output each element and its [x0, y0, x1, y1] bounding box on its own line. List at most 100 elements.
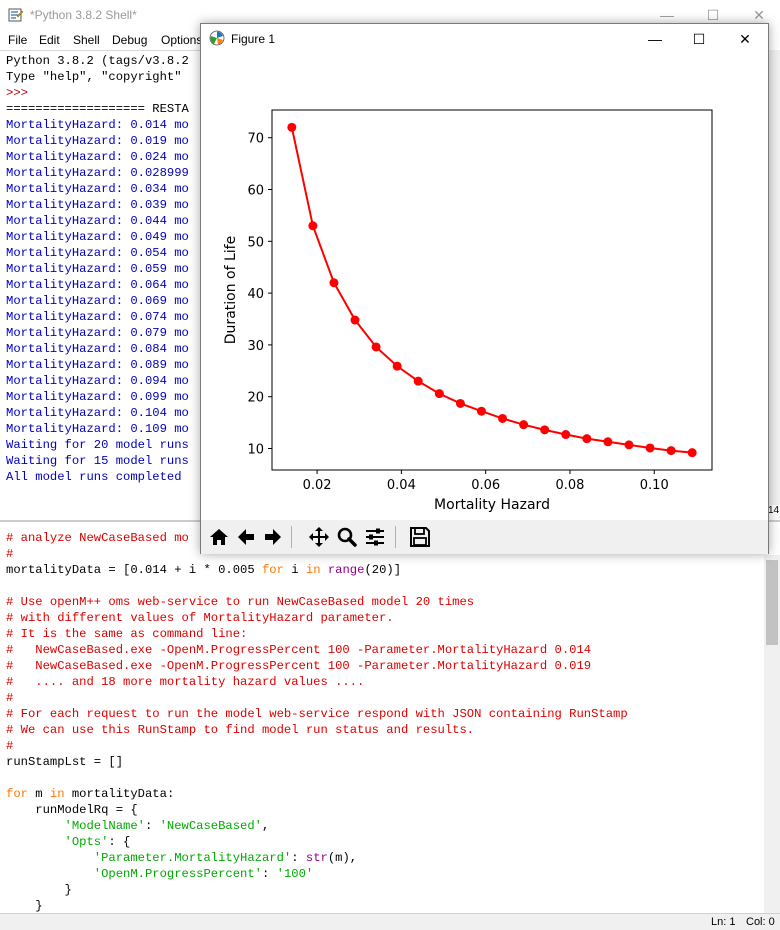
- y-tick-label: 20: [247, 391, 264, 406]
- y-tick-label: 40: [247, 287, 264, 302]
- shell-output-line: MortalityHazard: 0.104 mo: [6, 406, 189, 420]
- data-point: [350, 315, 360, 325]
- shell-output-line: MortalityHazard: 0.064 mo: [6, 278, 189, 292]
- code-token: ,: [262, 819, 270, 833]
- code-line: runModelRq = {: [6, 802, 628, 818]
- y-tick-label: 30: [247, 339, 264, 354]
- code-line: [6, 770, 628, 786]
- menu-options[interactable]: Options: [161, 33, 203, 47]
- code-line: for m in mortalityData:: [6, 786, 628, 802]
- code-token: mortalityData = [0.014 + i * 0.005: [6, 563, 262, 577]
- data-point: [371, 342, 381, 352]
- code-token: #: [6, 547, 14, 561]
- code-token: #: [6, 691, 14, 705]
- code-line: # Use openM++ oms web-service to run New…: [6, 594, 628, 610]
- y-tick-label: 70: [247, 132, 264, 147]
- data-point: [434, 389, 444, 399]
- shell-output-line: Waiting for 20 model runs: [6, 438, 189, 452]
- data-point: [413, 376, 423, 386]
- code-token: [6, 851, 94, 865]
- home-icon[interactable]: [206, 524, 232, 550]
- forward-arrow-icon[interactable]: [260, 524, 286, 550]
- y-axis-label: Duration of Life: [223, 236, 239, 344]
- figure-minimize-button[interactable]: —: [648, 31, 662, 47]
- figure-titlebar[interactable]: Figure 1 — ☐ ✕: [201, 24, 768, 54]
- code-line: }: [6, 882, 628, 898]
- back-arrow-icon[interactable]: [233, 524, 259, 550]
- shell-output-line: Python 3.8.2 (tags/v3.8.2: [6, 54, 189, 68]
- line-chart: 0.02 0.04 0.06 0.08 0.10 10 20 30 40 50 60 70 Mortal…: [223, 109, 713, 513]
- code-line: [6, 578, 628, 594]
- code-token: for: [6, 787, 28, 801]
- code-line: # We can use this RunStamp to find model…: [6, 722, 628, 738]
- code-token: # NewCaseBased.exe -OpenM.ProgressPercen…: [6, 643, 592, 657]
- menu-file[interactable]: File: [8, 33, 28, 47]
- code-token: : {: [108, 835, 131, 849]
- code-token: :: [291, 851, 306, 865]
- shell-output-line: MortalityHazard: 0.019 mo: [6, 134, 189, 148]
- code-token: in: [49, 787, 65, 801]
- code-line: # For each request to run the model web-…: [6, 706, 628, 722]
- menu-shell[interactable]: Shell: [73, 33, 100, 47]
- menu-edit[interactable]: Edit: [39, 33, 60, 47]
- matplotlib-figure-window: Figure 1 — ☐ ✕ 0.02 0.04 0.06 0.08 0.10 10 20 3…: [200, 23, 769, 554]
- code-token: (m),: [327, 851, 358, 865]
- shell-partial-status: 14: [768, 505, 780, 516]
- shell-output-line: MortalityHazard: 0.079 mo: [6, 326, 189, 340]
- code-token: (20)]: [364, 563, 402, 577]
- shell-output-line: MortalityHazard: 0.014 mo: [6, 118, 189, 132]
- figure-window-title: Figure 1: [231, 32, 276, 46]
- figure-toolbar: [201, 520, 768, 554]
- data-point: [329, 278, 339, 288]
- code-editor[interactable]: # analyze NewCaseBased mo # mortalityData …: [0, 520, 780, 913]
- code-token: 'OpenM.ProgressPercent': [93, 867, 262, 881]
- shell-output-line: MortalityHazard: 0.059 mo: [6, 262, 189, 276]
- data-point: [582, 434, 592, 444]
- code-line: 'ModelName': 'NewCaseBased',: [6, 818, 628, 834]
- matplotlib-icon: [209, 30, 225, 46]
- shell-output-line: MortalityHazard: 0.109 mo: [6, 422, 189, 436]
- data-point: [666, 446, 676, 456]
- status-bar: Ln: 1 Col: 0: [0, 913, 780, 930]
- code-token: # NewCaseBased.exe -OpenM.ProgressPercen…: [6, 659, 592, 673]
- shell-maximize-button[interactable]: ☐: [706, 7, 720, 23]
- data-point: [519, 420, 529, 430]
- code-line: # with different values of MortalityHaza…: [6, 610, 628, 626]
- save-icon[interactable]: [407, 524, 433, 550]
- pan-icon[interactable]: [306, 524, 332, 550]
- x-tick-label: 0.10: [640, 478, 669, 493]
- code-token: [321, 563, 328, 577]
- y-tick-label: 50: [247, 235, 264, 250]
- shell-close-button[interactable]: ✕: [753, 7, 765, 23]
- figure-close-button[interactable]: ✕: [739, 31, 751, 47]
- zoom-icon[interactable]: [334, 524, 360, 550]
- data-point: [308, 221, 318, 231]
- shell-minimize-button[interactable]: —: [660, 7, 674, 23]
- figure-maximize-button[interactable]: ☐: [692, 31, 706, 47]
- y-tick-label: 10: [247, 443, 264, 458]
- shell-output-line: All model runs completed: [6, 470, 182, 484]
- code-line: # NewCaseBased.exe -OpenM.ProgressPercen…: [6, 658, 628, 674]
- code-token: 'Parameter.MortalityHazard': [93, 851, 292, 865]
- toolbar-separator: [395, 526, 396, 548]
- code-token: str: [305, 851, 328, 865]
- shell-output-line: MortalityHazard: 0.084 mo: [6, 342, 189, 356]
- shell-output-line: Type "help", "copyright": [6, 70, 182, 84]
- figure-canvas[interactable]: 0.02 0.04 0.06 0.08 0.10 10 20 30 40 50 60 70 Mortal…: [201, 54, 768, 520]
- code-line: }: [6, 898, 628, 914]
- shell-output-line: MortalityHazard: 0.089 mo: [6, 358, 189, 372]
- menu-debug[interactable]: Debug: [112, 33, 148, 47]
- status-line: Ln: 1: [711, 916, 736, 928]
- shell-output-line: MortalityHazard: 0.034 mo: [6, 182, 189, 196]
- code-line: # .... and 18 more mortality hazard valu…: [6, 674, 628, 690]
- shell-output-line: MortalityHazard: 0.074 mo: [6, 310, 189, 324]
- code-token: :: [144, 819, 160, 833]
- code-token: 'NewCaseBased': [159, 819, 263, 833]
- editor-scrollbar-thumb[interactable]: [766, 560, 778, 645]
- code-line: # It is the same as command line:: [6, 626, 628, 642]
- code-token: [6, 835, 65, 849]
- code-line: #: [6, 546, 628, 562]
- code-token: }: [6, 883, 72, 897]
- configure-subplots-icon[interactable]: [362, 524, 388, 550]
- code-line: 'Parameter.MortalityHazard': str(m),: [6, 850, 628, 866]
